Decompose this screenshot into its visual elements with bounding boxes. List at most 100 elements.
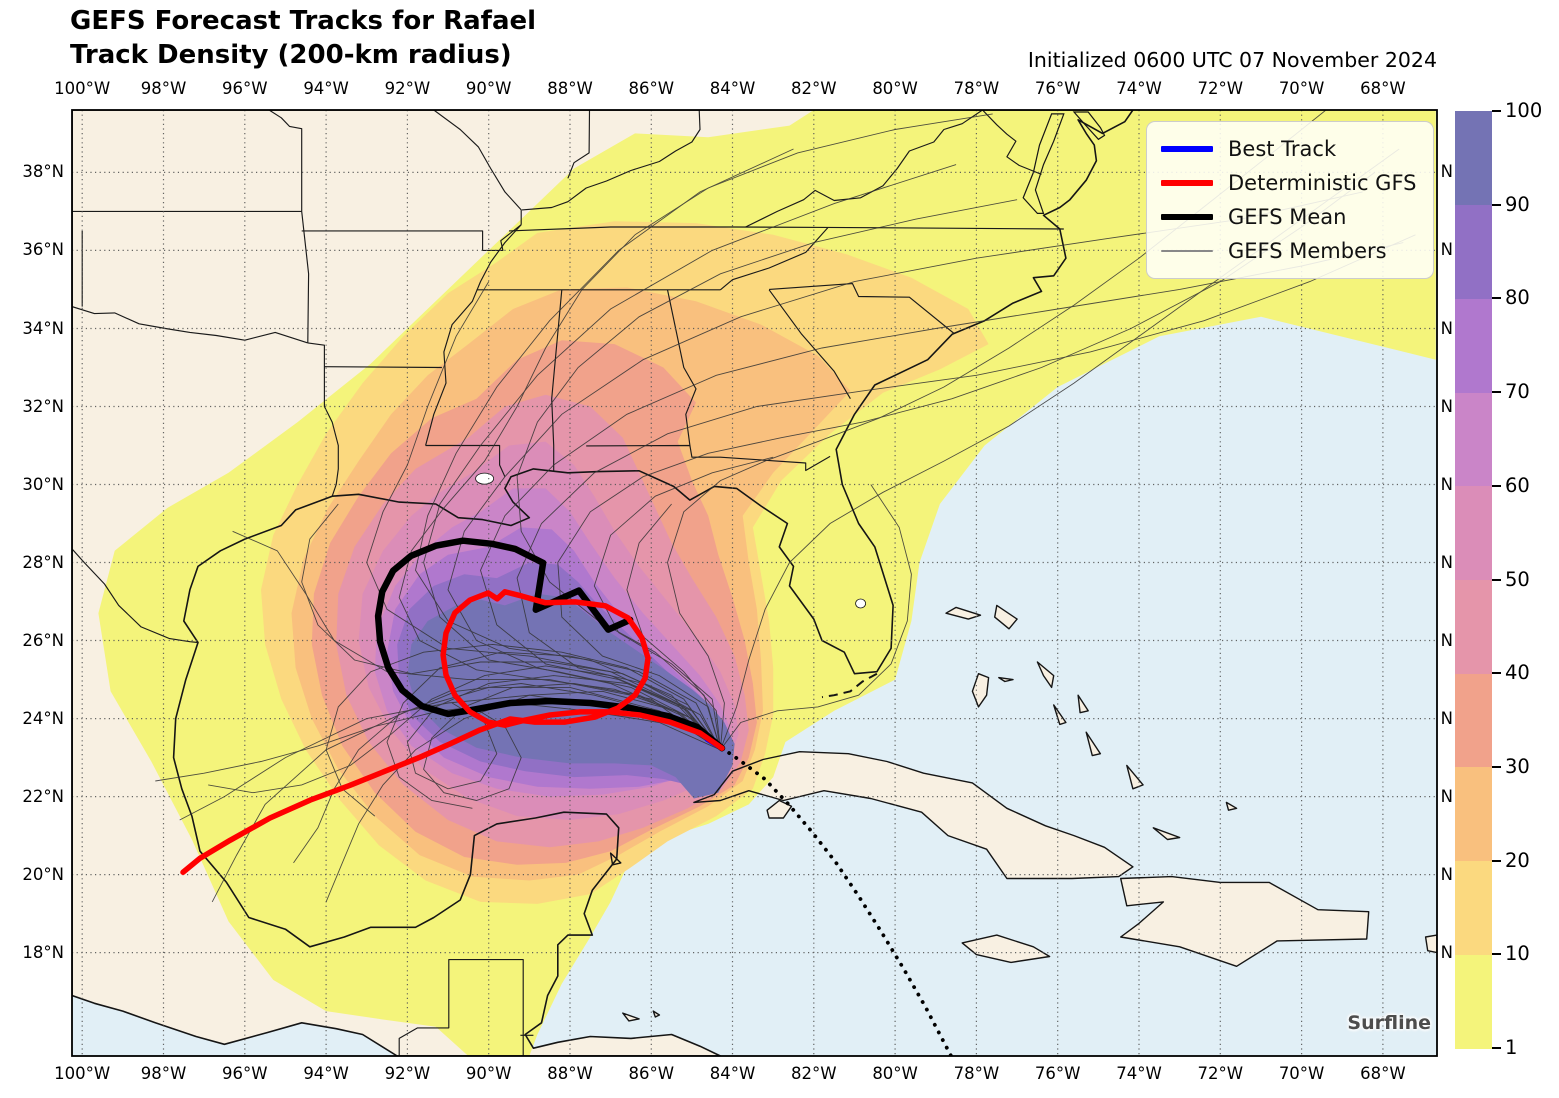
colorbar-segment [1455, 204, 1492, 299]
legend-item-label: Deterministic GFS [1228, 171, 1417, 195]
colorbar-segment [1455, 766, 1492, 862]
lon-tick-top: 78°W [953, 79, 1000, 98]
lon-tick-bottom: 76°W [1034, 1064, 1081, 1083]
lon-tick-top: 100°W [54, 79, 111, 98]
lon-tick-bottom: 86°W [628, 1064, 675, 1083]
colorbar-tick-label: 40 [1505, 661, 1530, 685]
lon-tick-bottom: 84°W [709, 1064, 756, 1083]
colorbar-tick [1492, 672, 1501, 675]
lat-tick-left: 22°N [22, 786, 64, 806]
colorbar-tick [1492, 484, 1501, 487]
lat-tick-left: 30°N [22, 474, 64, 494]
lon-tick-top: 74°W [1116, 79, 1162, 98]
legend-line-swatch [1161, 250, 1213, 252]
lat-tick-right-clipped: 20°N [1440, 864, 1453, 884]
legend-item-label: Best Track [1228, 137, 1337, 161]
chart-title-line2: Track Density (200-km radius) [70, 40, 512, 70]
lon-tick-bottom: 94°W [303, 1064, 349, 1083]
lon-tick-bottom: 68°W [1360, 1064, 1406, 1083]
lon-tick-top: 68°W [1360, 79, 1406, 98]
lat-tick-left: 18°N [22, 942, 64, 962]
lon-tick-bottom: 80°W [872, 1064, 918, 1083]
colorbar-segment [1455, 298, 1492, 393]
lat-tick-left: 36°N [22, 240, 64, 260]
lon-tick-bottom: 92°W [384, 1064, 431, 1083]
legend: Best Track Deterministic GFS GEFS Mean GEFS… [1146, 121, 1434, 279]
lon-tick-bottom: 78°W [953, 1064, 1000, 1083]
lat-tick-left: 32°N [22, 396, 64, 416]
coastlines-borders [72, 110, 1437, 1056]
lon-tick-top: 70°W [1278, 79, 1325, 98]
colorbar-tick [1492, 578, 1501, 581]
lon-tick-bottom: 88°W [547, 1064, 593, 1083]
lon-tick-top: 96°W [222, 79, 268, 98]
init-time-label: Initialized 0600 UTC 07 November 2024 [1027, 48, 1437, 72]
lon-tick-bottom: 100°W [54, 1064, 111, 1083]
lon-tick-top: 82°W [791, 79, 837, 98]
lon-tick-top: 92°W [384, 79, 431, 98]
legend-item-3: GEFS Members [1161, 234, 1417, 268]
lat-tick-right-clipped: 18°N [1440, 942, 1453, 962]
lon-tick-top: 84°W [709, 79, 756, 98]
colorbar-tick [1492, 953, 1501, 956]
colorbar-tick-label: 20 [1505, 848, 1530, 872]
lon-tick-bottom: 72°W [1197, 1064, 1244, 1083]
chart-title-line1: GEFS Forecast Tracks for Rafael [70, 6, 537, 36]
legend-line-swatch [1161, 180, 1213, 186]
colorbar-tick [1492, 391, 1501, 394]
lat-tick-right-clipped: 32°N [1440, 396, 1453, 416]
lat-tick-left: 20°N [22, 864, 64, 884]
lat-tick-right-clipped: 30°N [1440, 474, 1453, 494]
colorbar-tick-label: 100 [1505, 99, 1543, 122]
lon-tick-top: 76°W [1034, 79, 1081, 98]
legend-item-2: GEFS Mean [1161, 200, 1417, 234]
colorbar-tick [1492, 203, 1501, 206]
lon-tick-top: 98°W [140, 79, 187, 98]
lat-tick-right-clipped: 22°N [1440, 786, 1453, 806]
lat-tick-left: 38°N [22, 162, 64, 182]
colorbar-tick [1492, 765, 1501, 768]
legend-line-swatch [1161, 146, 1213, 152]
lon-tick-top: 86°W [628, 79, 675, 98]
lat-tick-left: 28°N [22, 552, 64, 572]
lon-tick-bottom: 82°W [791, 1064, 837, 1083]
legend-item-label: GEFS Mean [1228, 205, 1347, 229]
legend-line-swatch [1161, 214, 1213, 220]
gefs-mean-line [374, 537, 726, 752]
colorbar-tick-label: 90 [1505, 192, 1530, 216]
lat-tick-left: 24°N [22, 708, 64, 728]
colorbar-tick [1492, 1047, 1501, 1049]
colorbar-segment [1455, 579, 1492, 674]
lat-tick-right-clipped: 38°N [1440, 162, 1453, 182]
legend-item-1: Deterministic GFS [1161, 166, 1417, 200]
colorbar-segment [1455, 111, 1492, 206]
colorbar-tick [1492, 297, 1501, 300]
lat-tick-left: 34°N [22, 318, 64, 338]
colorbar-tick-label: 70 [1505, 380, 1530, 404]
lon-tick-top: 80°W [872, 79, 918, 98]
colorbar-segment [1455, 954, 1492, 1049]
lon-tick-bottom: 98°W [140, 1064, 187, 1083]
watermark: Surfline [1347, 1012, 1431, 1034]
lon-tick-top: 72°W [1197, 79, 1244, 98]
map-frame [71, 109, 1438, 1057]
lon-tick-bottom: 74°W [1116, 1064, 1162, 1083]
colorbar-tick-label: 60 [1505, 473, 1530, 497]
lat-tick-left: 26°N [22, 630, 64, 650]
legend-item-label: GEFS Members [1228, 239, 1387, 263]
legend-item-0: Best Track [1161, 132, 1417, 166]
colorbar-segment [1455, 860, 1492, 955]
colorbar-tick-label: 50 [1505, 567, 1530, 591]
lat-tick-right-clipped: 28°N [1440, 552, 1453, 572]
colorbar-segment [1455, 485, 1492, 581]
colorbar-tick-label: 10 [1505, 942, 1530, 966]
lat-tick-right-clipped: 36°N [1440, 240, 1453, 260]
colorbar-tick-label: 80 [1505, 286, 1530, 310]
lon-tick-top: 90°W [465, 79, 512, 98]
colorbar-tick-label: 1 [1505, 1036, 1518, 1059]
lon-tick-bottom: 90°W [465, 1064, 512, 1083]
lon-tick-bottom: 70°W [1278, 1064, 1325, 1083]
colorbar-tick [1492, 110, 1501, 112]
colorbar-segment [1455, 392, 1492, 487]
